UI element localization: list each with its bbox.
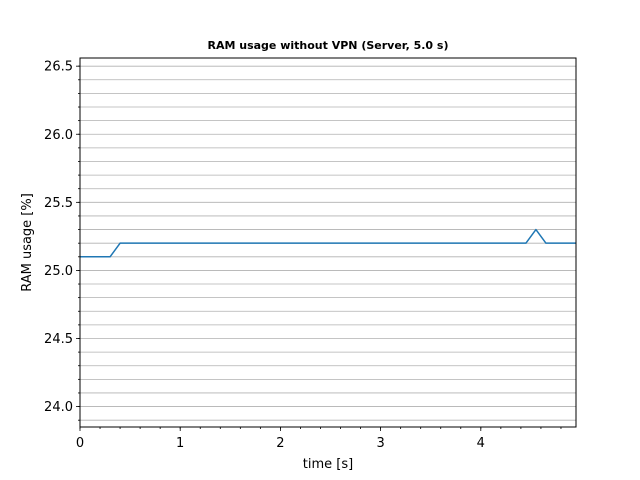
y-tick-label: 25.5 xyxy=(44,196,73,211)
y-tick-label: 25.0 xyxy=(44,264,73,279)
y-tick-label: 24.5 xyxy=(44,332,73,347)
y-tick-label: 24.0 xyxy=(44,400,73,415)
x-tick-label: 1 xyxy=(176,436,184,451)
x-tick-label: 3 xyxy=(376,436,384,451)
x-axis-label: time [s] xyxy=(303,457,353,472)
chart-title: RAM usage without VPN (Server, 5.0 s) xyxy=(207,39,448,52)
series-line xyxy=(80,228,576,258)
y-axis-label: RAM usage [%] xyxy=(20,193,35,292)
plot-frame xyxy=(79,57,577,428)
y-tick-label: 26.0 xyxy=(44,128,73,143)
series-layer xyxy=(80,228,576,258)
y-tick-label: 26.5 xyxy=(44,60,73,75)
x-tick-label: 4 xyxy=(477,436,485,451)
ticks: 24.0 24.5 25.0 25.5 26.0 26.5 0 1 2 3 4 xyxy=(44,60,562,451)
x-tick-label: 2 xyxy=(276,436,284,451)
x-tick-label: 0 xyxy=(76,436,84,451)
